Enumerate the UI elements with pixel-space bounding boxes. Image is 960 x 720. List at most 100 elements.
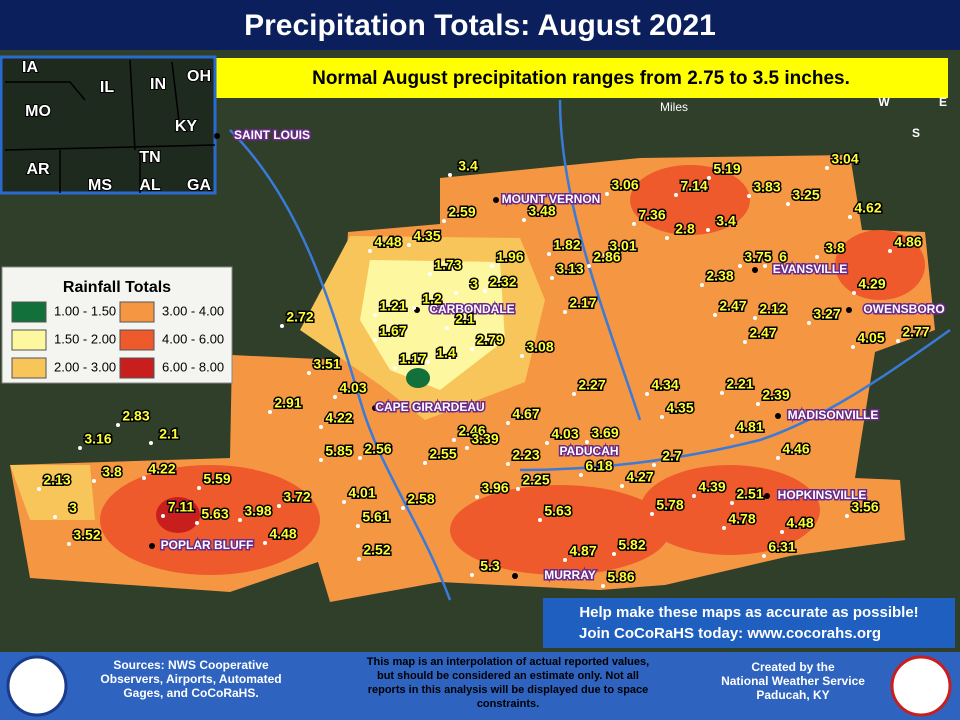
station-value: 3.75 [744,249,771,265]
station-dot [780,530,784,534]
station-dot [428,272,432,276]
station-value: 3.98 [244,503,271,519]
station-dot [660,415,664,419]
station-value: 2.32 [489,274,516,290]
rain-region [360,260,505,390]
station-dot [277,504,281,508]
station-value: 2.12 [759,301,786,317]
station-dot [612,552,616,556]
station-dot [547,252,551,256]
station-value: 3.39 [471,431,498,447]
legend-swatch [119,301,155,323]
cocorahs-text: Join CoCoRaHS today: www.cocorahs.org [579,625,881,642]
station-value: 4.01 [348,485,375,501]
station-dot [92,479,96,483]
station-dot [807,321,811,325]
station-value: 5.59 [203,471,230,487]
station-dot [197,486,201,490]
station-value: 7.36 [638,207,665,223]
station-dot [665,236,669,240]
station-dot [538,518,542,522]
station-value: 2.38 [706,268,733,284]
station-value: 2.47 [749,325,776,341]
station-value: 1.2 [422,291,442,307]
city-label: CAPE GIRARDEAU [375,400,484,414]
station-value: 5.78 [656,497,683,513]
station-dot [238,518,242,522]
station-value: 3.72 [283,489,310,505]
station-dot [307,371,311,375]
station-value: 3.06 [611,177,638,193]
station-value: 6.31 [768,539,795,555]
subtitle-banner [215,58,948,98]
station-value: 3.8 [825,240,845,256]
station-dot [373,313,377,317]
river [229,99,951,601]
station-dot [563,558,567,562]
rain-region [100,465,320,575]
station-dot [756,402,760,406]
station-dot [195,521,199,525]
state-label: AR [26,161,50,178]
station-dot [707,176,711,180]
scale-label: Miles [660,100,688,114]
station-value: 2.27 [578,377,605,393]
station-value: 3.69 [591,425,618,441]
station-dot [358,456,362,460]
station-dot [652,463,656,467]
legend-label: 6.00 - 8.00 [162,359,224,374]
state-label: AL [139,177,161,194]
station-dot [342,500,346,504]
station-value: 5.63 [544,503,571,519]
station-value: 4.27 [626,469,653,485]
station-dot [393,366,397,370]
station-dot [423,461,427,465]
rain-region [640,465,820,555]
compass-letter: E [939,95,947,109]
station-value: 6.18 [585,458,612,474]
legend-title: Rainfall Totals [63,279,171,296]
noaa-logo [6,655,68,717]
station-value: 2.46 [458,423,485,439]
station-dot [373,338,377,342]
station-dot [753,316,757,320]
city-dot [214,133,220,139]
state-label: IA [22,59,38,76]
city-label: OWENSBORO [863,302,944,316]
city-label: HOPKINSVILLE [778,488,867,502]
station-value: 5.61 [362,509,389,525]
station-dot [720,391,724,395]
footer-credit: Created by the [751,660,835,674]
footer-credit: Paducah, KY [756,688,829,702]
station-dot [762,554,766,558]
station-dot [605,192,609,196]
station-value: 2.55 [429,446,456,462]
city-dot [512,573,518,579]
station-dot [368,249,372,253]
station-value: 4.78 [728,511,755,527]
station-value: 4.87 [569,543,596,559]
station-value: 6 [779,249,787,265]
rain-region [835,230,925,300]
station-value: 3.16 [84,431,111,447]
station-value: 1.67 [379,323,406,339]
city-dot [752,267,758,273]
station-value: 3.83 [753,179,780,195]
station-value: 5.85 [325,443,352,459]
station-value: 2.8 [675,221,695,237]
station-dot [333,395,337,399]
station-value: 4.22 [148,461,175,477]
footer-sources: Gages, and CoCoRaHS. [123,686,258,700]
station-dot [475,495,479,499]
station-value: 3.01 [609,238,636,254]
compass-letter: S [912,126,920,140]
station-value: 4.34 [651,377,678,393]
station-dot [470,573,474,577]
station-value: 1.17 [399,351,426,367]
station-dot [776,456,780,460]
city-dot [846,307,852,313]
state-label: TN [139,149,160,166]
station-value: 2.21 [726,376,753,392]
city-label: SAINT LOUIS [234,128,310,142]
station-dot [603,253,607,257]
